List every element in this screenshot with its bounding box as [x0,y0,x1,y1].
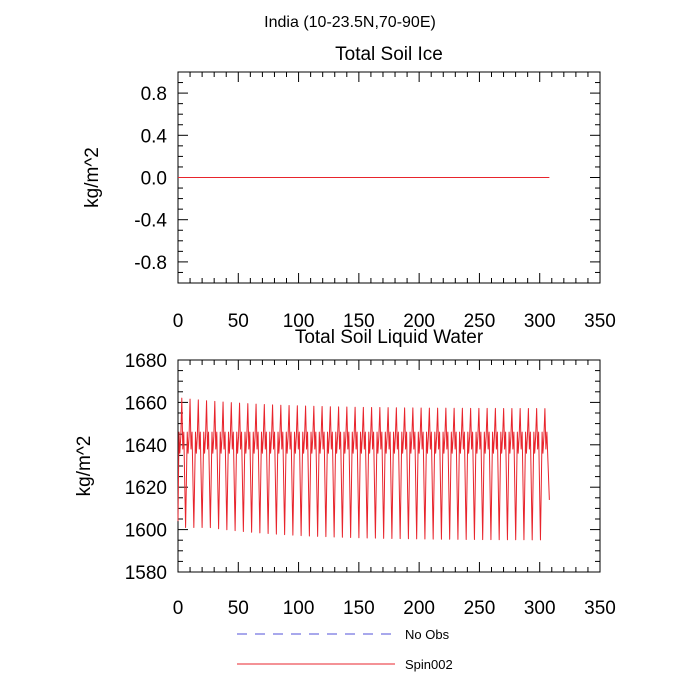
panel-title-liquid: Total Soil Liquid Water [295,327,484,348]
figure-title: India (10-23.5N,70-90E) [264,14,436,31]
panel-title-ice: Total Soil Ice [335,44,443,65]
x-tick-label: 50 [228,311,249,332]
y-tick-label: -0.4 [134,211,167,232]
y-tick-label: 1660 [125,393,167,414]
y-tick-label: 1600 [125,521,167,542]
y-tick-label: 1580 [125,563,167,584]
y-tick-label: 0.0 [141,169,167,190]
plot-frame-liquid [177,359,601,573]
y-axis-label-liquid: kg/m^2 [74,436,95,497]
x-tick-label: 350 [584,311,616,332]
x-tick-label: 300 [524,311,556,332]
y-tick-label: 1680 [125,351,167,372]
x-tick-label: 100 [283,311,315,332]
x-tick-label: 250 [464,311,496,332]
y-tick-label: 0.4 [141,126,168,147]
x-tick-label: 200 [403,311,435,332]
x-tick-label: 100 [283,598,315,619]
y-tick-label: 0.8 [141,84,167,105]
x-tick-label: 200 [403,598,435,619]
x-tick-label: 250 [464,598,496,619]
legend-spin002-label: Spin002 [405,657,453,672]
x-tick-label: 150 [343,311,375,332]
total-soil-liquid-water-panel: Total Soil Liquid Water 0 50 100 150 200 250 30… [74,327,616,619]
y-axis-label-ice: kg/m^2 [82,147,103,208]
x-tick-label: 50 [228,598,249,619]
series-line-spin002-liquid [177,397,550,541]
y-tick-label: 1640 [125,436,167,457]
legend: No Obs Spin002 [237,627,453,672]
x-tick-label: 300 [524,598,556,619]
x-tick-label: 0 [173,598,184,619]
x-tick-label: 350 [584,598,616,619]
x-tick-label: 0 [173,311,184,332]
legend-no-obs-label: No Obs [405,627,450,642]
total-soil-ice-panel: Total Soil Ice 0 50 100 150 200 250 300 350 -0.8 -… [82,44,616,332]
y-tick-label: 1620 [125,478,167,499]
x-tick-label: 150 [343,598,375,619]
y-tick-label: -0.8 [134,253,167,274]
